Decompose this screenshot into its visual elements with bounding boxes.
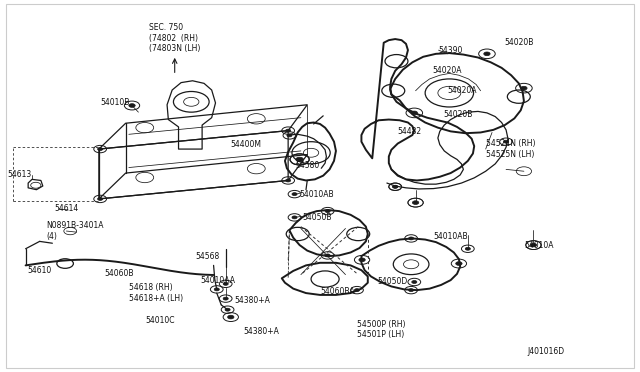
Circle shape xyxy=(408,237,413,240)
Text: 54060BA: 54060BA xyxy=(320,287,355,296)
Text: 54482: 54482 xyxy=(397,127,422,136)
Text: 54010A: 54010A xyxy=(524,241,554,250)
Circle shape xyxy=(285,179,291,182)
Text: 54390: 54390 xyxy=(438,46,463,55)
Text: 54020B: 54020B xyxy=(505,38,534,47)
Text: 54020A: 54020A xyxy=(447,86,477,94)
Text: 54010B: 54010B xyxy=(100,99,129,108)
Text: 54400M: 54400M xyxy=(231,140,262,149)
Circle shape xyxy=(98,148,102,151)
Circle shape xyxy=(292,216,297,219)
Circle shape xyxy=(325,210,330,212)
Text: 54060B: 54060B xyxy=(104,269,134,278)
Circle shape xyxy=(296,157,303,161)
Circle shape xyxy=(411,111,417,115)
Text: 54010AB: 54010AB xyxy=(300,190,334,199)
Circle shape xyxy=(465,247,470,250)
Circle shape xyxy=(287,134,292,137)
Text: SEC. 750
(74802  (RH)
(74803N (LH): SEC. 750 (74802 (RH) (74803N (LH) xyxy=(149,23,200,53)
Text: 54380+A: 54380+A xyxy=(244,327,280,336)
Circle shape xyxy=(285,129,291,132)
Circle shape xyxy=(292,193,297,196)
Circle shape xyxy=(393,185,397,188)
Text: 54618 (RH)
54618+A (LH): 54618 (RH) 54618+A (LH) xyxy=(129,283,183,303)
Circle shape xyxy=(484,52,490,56)
Text: 54010AB: 54010AB xyxy=(433,232,468,241)
Text: 54050B: 54050B xyxy=(302,213,332,222)
Circle shape xyxy=(412,280,417,283)
Text: 54010AA: 54010AA xyxy=(201,276,236,285)
Circle shape xyxy=(412,201,419,205)
Text: 54010C: 54010C xyxy=(145,315,175,324)
Circle shape xyxy=(355,289,360,292)
Circle shape xyxy=(393,185,397,188)
Circle shape xyxy=(225,308,230,311)
Circle shape xyxy=(531,243,537,247)
Circle shape xyxy=(504,140,509,143)
Text: 54613: 54613 xyxy=(8,170,32,179)
Circle shape xyxy=(521,86,527,90)
Circle shape xyxy=(456,262,462,265)
Text: 54610: 54610 xyxy=(27,266,51,275)
Text: 54380+A: 54380+A xyxy=(234,296,270,305)
Circle shape xyxy=(129,104,135,108)
Text: 54524N (RH)
54525N (LH): 54524N (RH) 54525N (LH) xyxy=(486,140,535,159)
Text: 54614: 54614 xyxy=(54,204,79,214)
Text: J401016D: J401016D xyxy=(527,347,564,356)
Text: 54580: 54580 xyxy=(296,161,320,170)
Circle shape xyxy=(223,282,228,285)
Text: 54020A: 54020A xyxy=(432,66,461,75)
Circle shape xyxy=(325,254,330,257)
Text: 54050D: 54050D xyxy=(378,277,408,286)
Text: 54568: 54568 xyxy=(196,252,220,262)
Circle shape xyxy=(98,198,102,201)
Text: N0891B-3401A
(4): N0891B-3401A (4) xyxy=(46,221,104,241)
Text: 54020B: 54020B xyxy=(443,109,472,119)
Circle shape xyxy=(223,297,228,300)
Circle shape xyxy=(228,315,234,319)
Circle shape xyxy=(214,288,220,291)
Circle shape xyxy=(408,289,413,292)
Text: 54500P (RH)
54501P (LH): 54500P (RH) 54501P (LH) xyxy=(357,320,406,339)
Circle shape xyxy=(359,258,365,262)
